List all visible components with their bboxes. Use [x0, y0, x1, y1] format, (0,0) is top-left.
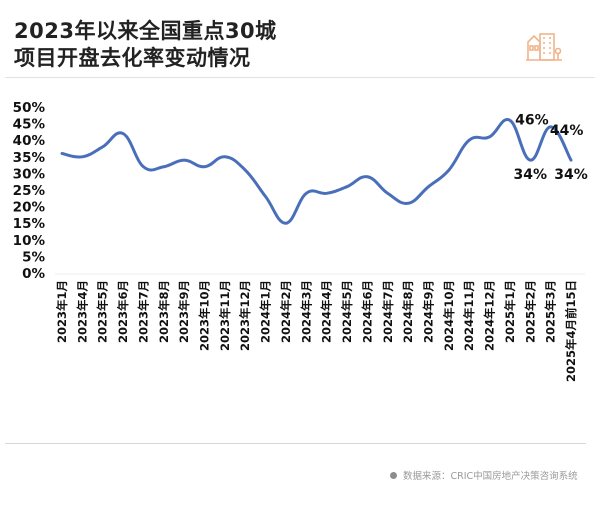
series-line — [60, 118, 573, 225]
y-tick-label: 10% — [13, 233, 46, 249]
x-tick-label: 2024年1月 — [259, 280, 273, 343]
x-tick-label: 2025年3月 — [544, 280, 558, 343]
x-tick-label: 2024年12月 — [483, 280, 497, 351]
data-label: 34% — [554, 167, 588, 183]
x-tick-label: 2025年2月 — [523, 280, 537, 343]
y-tick-label: 30% — [13, 166, 46, 182]
x-tick-label: 2024年9月 — [421, 280, 435, 343]
x-tick-label: 2024年8月 — [401, 280, 415, 343]
x-tick-label: 2025年4月前15日 — [564, 280, 578, 382]
data-source: 数据来源：CRIC中国房地产决策咨询系统 — [390, 468, 578, 482]
x-tick-label: 2024年10月 — [442, 280, 456, 351]
y-tick-label: 20% — [13, 200, 46, 216]
header-divider — [5, 77, 595, 78]
footer-divider — [5, 443, 586, 444]
x-tick-label: 2024年3月 — [299, 280, 313, 343]
data-label: 46% — [515, 112, 549, 128]
y-tick-label: 45% — [13, 117, 46, 133]
x-tick-label: 2023年6月 — [116, 280, 130, 343]
x-tick-label: 2023年10月 — [198, 280, 212, 351]
x-tick-label: 2024年6月 — [360, 280, 374, 343]
x-tick-label: 2024年11月 — [462, 280, 476, 351]
x-tick-label: 2023年4月 — [75, 280, 89, 343]
x-tick-label: 2024年2月 — [279, 280, 293, 343]
bullet-icon — [390, 471, 397, 479]
y-tick-label: 35% — [13, 150, 46, 166]
data-label: 34% — [514, 167, 548, 183]
x-tick-label: 2023年7月 — [136, 280, 150, 343]
x-tick-label: 2023年9月 — [177, 280, 191, 343]
y-tick-label: 50% — [13, 100, 46, 116]
x-tick-label: 2023年12月 — [238, 280, 252, 351]
y-tick-label: 0% — [22, 266, 45, 282]
title-line-1: 2023年以来全国重点30城 — [14, 19, 277, 43]
x-tick-label: 2023年1月 — [55, 280, 69, 343]
y-tick-label: 15% — [13, 216, 46, 232]
y-tick-label: 25% — [13, 183, 46, 199]
x-tick-label: 2024年4月 — [320, 280, 334, 343]
x-tick-label: 2023年5月 — [96, 280, 110, 343]
x-tick-label: 2024年7月 — [381, 280, 395, 343]
data-label: 44% — [550, 123, 584, 139]
city-buildings-icon — [526, 33, 562, 61]
line-chart: 0%5%10%15%20%25%30%35%40%45%50% 2023年1月 20… — [13, 100, 588, 382]
data-source-text: 数据来源：CRIC中国房地产决策咨询系统 — [403, 471, 578, 482]
title-line-2: 项目开盘去化率变动情况 — [14, 46, 251, 70]
y-tick-label: 40% — [13, 133, 46, 149]
chart-title: 2023年以来全国重点30城 项目开盘去化率变动情况 — [14, 18, 277, 72]
x-tick-label: 2024年5月 — [340, 280, 354, 343]
x-tick-label: 2023年11月 — [218, 280, 232, 351]
x-tick-label: 2023年8月 — [157, 280, 171, 343]
y-tick-label: 5% — [22, 249, 45, 265]
x-tick-label: 2025年1月 — [503, 280, 517, 343]
